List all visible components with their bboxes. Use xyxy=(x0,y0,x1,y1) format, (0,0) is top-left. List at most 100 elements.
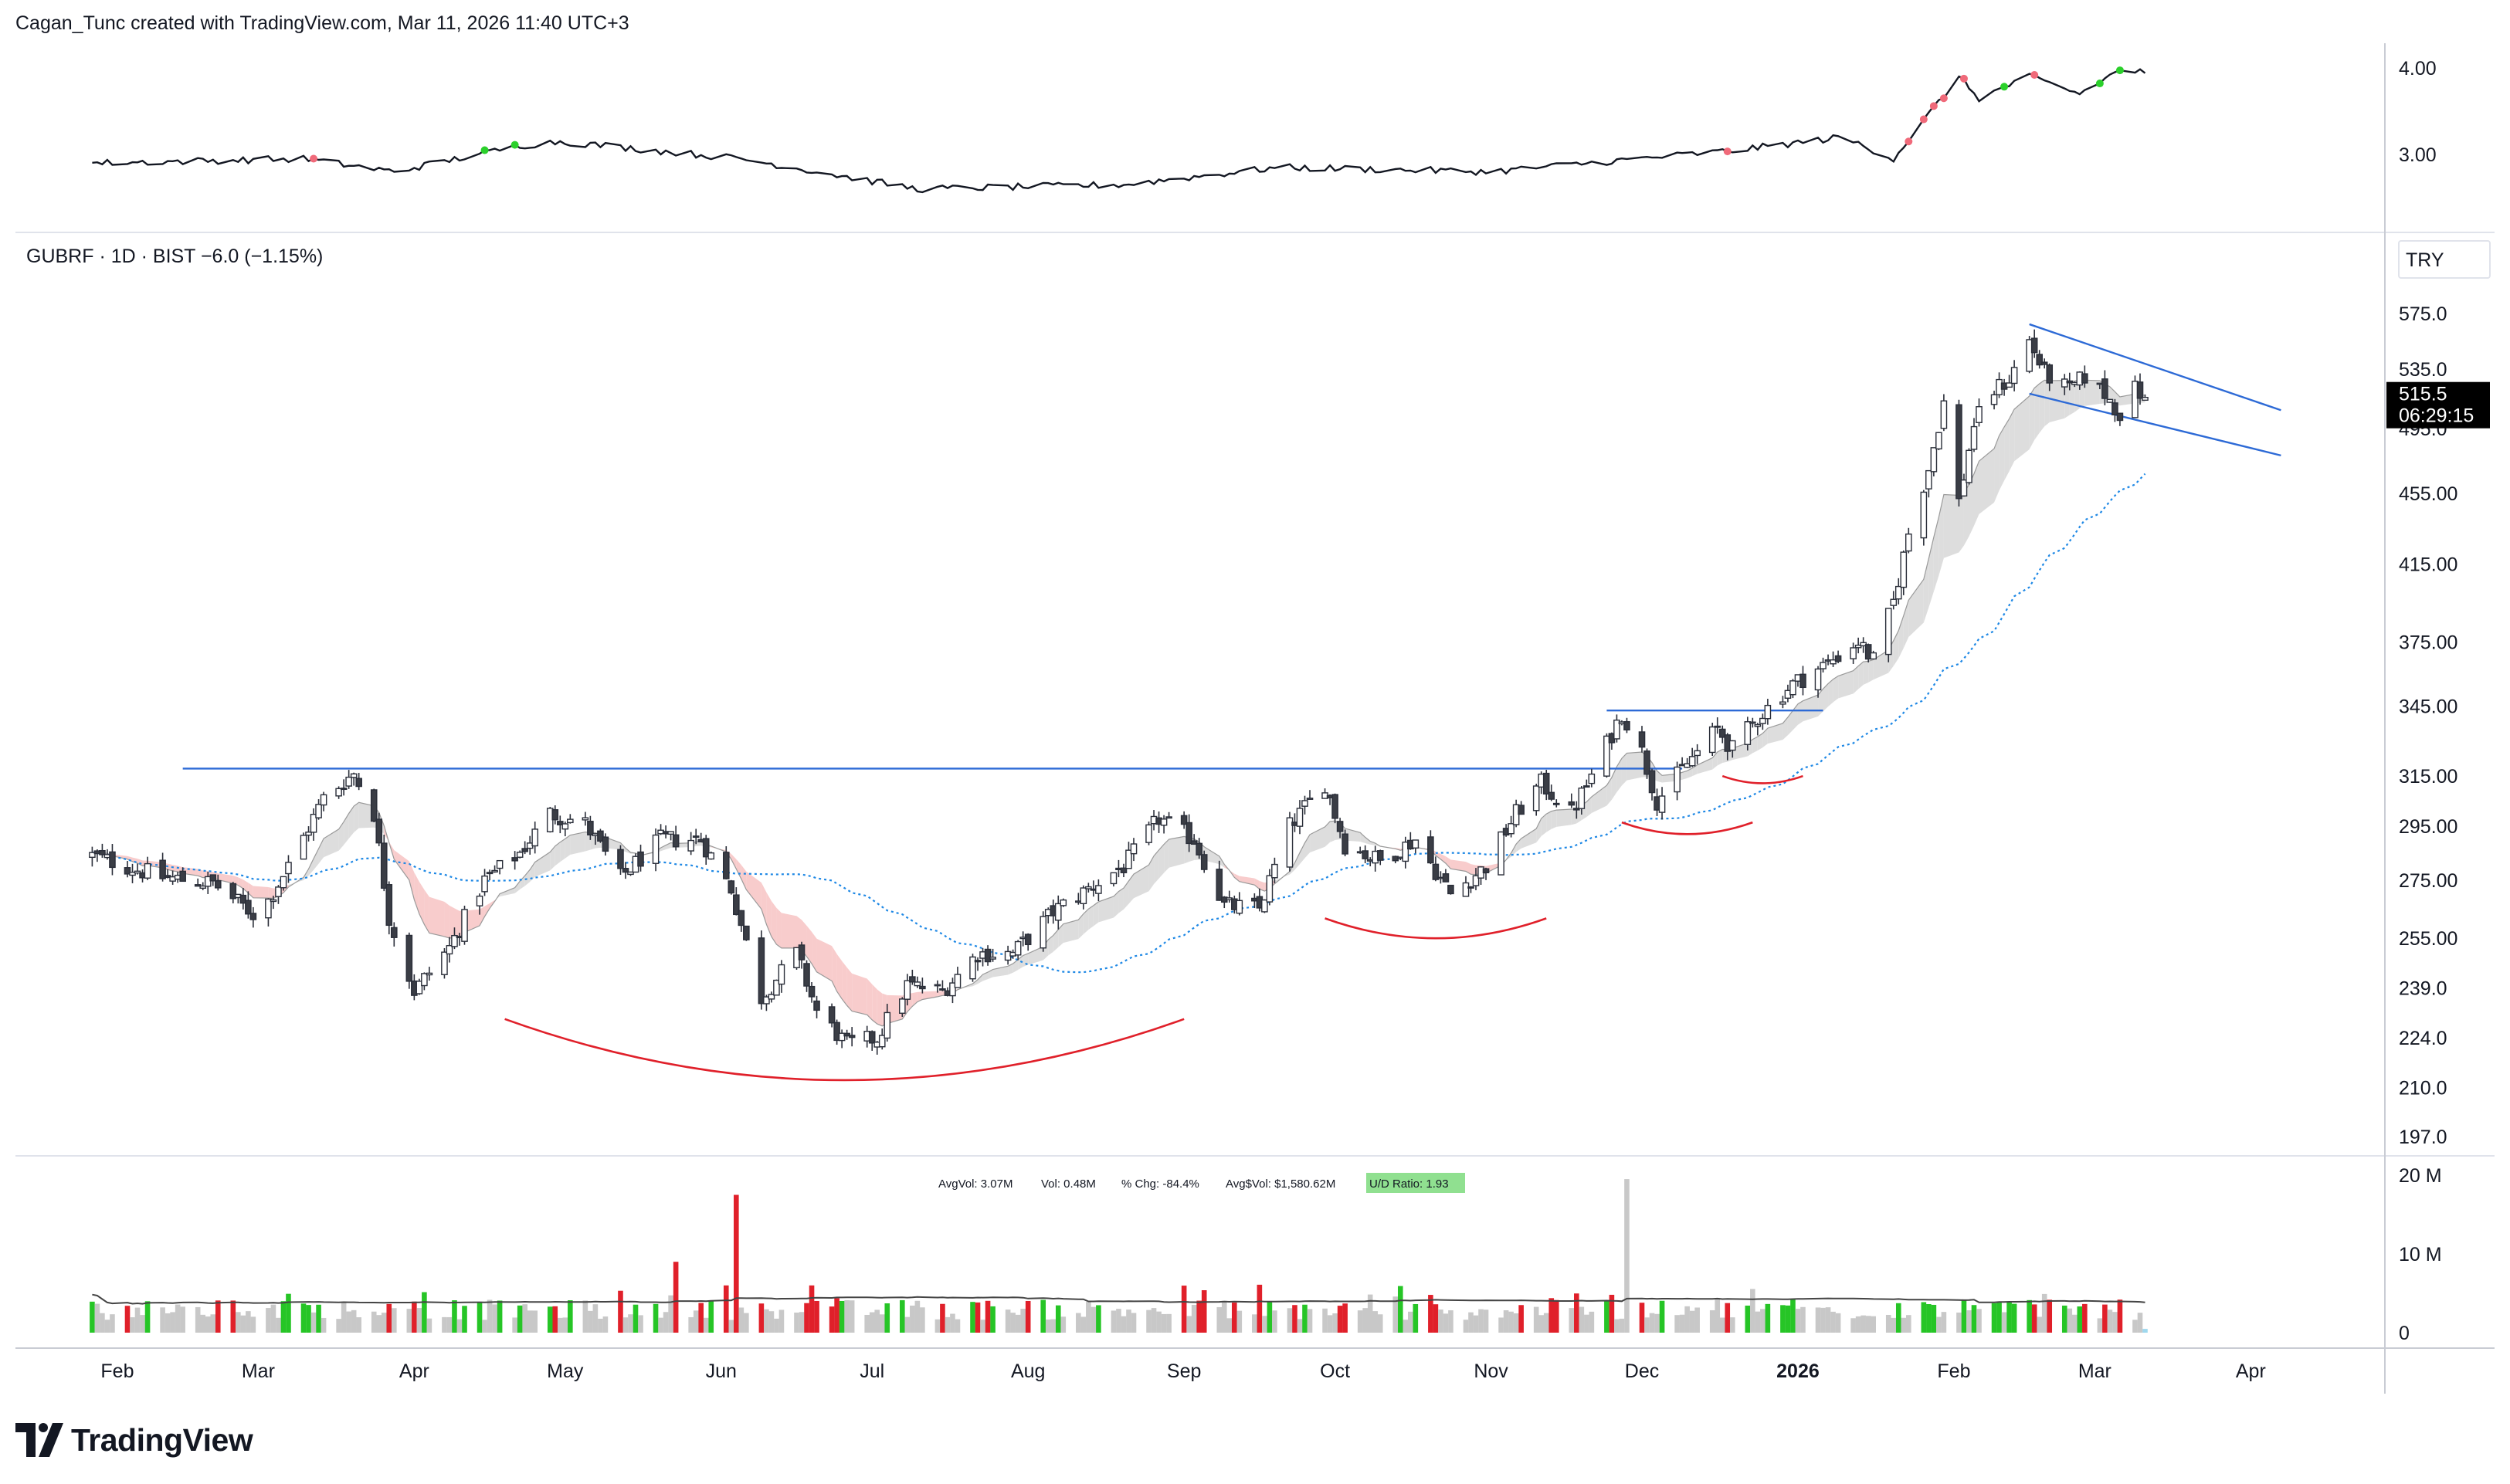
volume-bar xyxy=(844,1299,850,1333)
price-pane[interactable]: GUBRF · 1D · BIST −6.0 (−1.15%) TRY 575.… xyxy=(26,240,2491,1148)
volume-bar xyxy=(1146,1310,1152,1333)
volume-stats: AvgVol: 3.07M Vol: 0.48M % Chg: -84.4% A… xyxy=(938,1173,1465,1193)
volume-bar xyxy=(1513,1313,1519,1333)
rs-pane[interactable]: 4.00 3.00 xyxy=(92,58,2437,194)
candle xyxy=(265,898,272,927)
volume-bar xyxy=(2102,1304,2108,1333)
volume-bar xyxy=(2001,1312,2007,1333)
price-tick-label: 455.00 xyxy=(2399,483,2457,505)
candle xyxy=(99,843,106,858)
candle xyxy=(627,871,634,876)
candle xyxy=(1925,469,1932,498)
volume-bar xyxy=(356,1317,361,1333)
volume-bar xyxy=(130,1317,135,1333)
ma-ribbons xyxy=(92,378,2145,1027)
volume-bar xyxy=(346,1311,351,1333)
volume-bar xyxy=(1473,1315,1479,1333)
volume-bar xyxy=(758,1303,765,1333)
volume-bar xyxy=(1186,1316,1192,1333)
volume-bar xyxy=(794,1313,799,1333)
volume-bar xyxy=(1755,1311,1761,1333)
volume-bar xyxy=(1895,1303,1901,1333)
volume-bar xyxy=(236,1312,241,1333)
candle xyxy=(949,977,956,1004)
volume-bar xyxy=(1750,1289,1755,1333)
trendline-channel_upper[interactable] xyxy=(2029,323,2281,412)
candle xyxy=(904,974,911,1006)
volume-bar xyxy=(1463,1320,1469,1333)
volume-bar xyxy=(1871,1316,1876,1333)
candle xyxy=(1286,811,1294,872)
rs-marker xyxy=(1905,137,1913,146)
candle xyxy=(909,969,916,985)
price-tick-label: 345.00 xyxy=(2399,696,2457,717)
base-arcs[interactable] xyxy=(504,774,1803,1082)
candle xyxy=(229,882,237,903)
volume-bar xyxy=(1478,1309,1484,1333)
candle xyxy=(919,977,926,994)
volume-bar xyxy=(1891,1317,1897,1333)
volume-bar xyxy=(658,1317,663,1333)
candle xyxy=(1970,418,1978,452)
volume-pane[interactable]: AvgVol: 3.07M Vol: 0.48M % Chg: -84.4% A… xyxy=(90,1165,2442,1344)
candle xyxy=(446,937,453,963)
trendlines[interactable] xyxy=(182,323,2281,770)
candle xyxy=(1935,432,1942,451)
volume-bar xyxy=(1327,1315,1333,1333)
volume-bar xyxy=(764,1309,769,1333)
volume-bar xyxy=(1005,1310,1011,1333)
symbol-legend: GUBRF · 1D · BIST −6.0 (−1.15%) xyxy=(26,246,323,267)
volume-bar xyxy=(703,1317,709,1333)
volume-bar xyxy=(270,1304,276,1333)
time-axis[interactable]: Feb Mar Apr May Jun Jul Aug Sep Oct Nov Dec 2026 Feb… xyxy=(100,1360,2265,1382)
candle xyxy=(2081,365,2088,388)
rs-marker xyxy=(1959,74,1968,83)
volume-bar xyxy=(442,1316,447,1333)
volume-bar xyxy=(230,1300,236,1333)
candle xyxy=(461,905,468,945)
candle xyxy=(486,869,494,881)
attribution-text: Cagan_Tunc created with TradingView.com,… xyxy=(15,12,629,34)
volume-bar xyxy=(914,1300,921,1333)
candle xyxy=(1341,829,1348,857)
volume-tick-label: 0 xyxy=(2399,1323,2410,1344)
candle xyxy=(375,812,383,846)
volume-bar xyxy=(884,1303,890,1333)
candle xyxy=(511,851,518,870)
volume-bar xyxy=(371,1311,377,1333)
volume-bar xyxy=(2112,1312,2118,1333)
volume-bar xyxy=(1498,1317,1504,1333)
base-arc-1[interactable] xyxy=(504,1018,1185,1082)
price-axis[interactable]: 575.0535.0495.0455.00415.00375.00345.003… xyxy=(2399,303,2457,1148)
currency-box[interactable] xyxy=(2398,240,2491,279)
candle xyxy=(1573,801,1580,819)
volume-bar xyxy=(814,1300,819,1333)
candle xyxy=(798,941,806,969)
stat-avgdvol: Avg$Vol: $1,580.62M xyxy=(1226,1177,1335,1191)
candle xyxy=(838,1029,846,1049)
volume-bar xyxy=(1408,1311,1413,1333)
candle xyxy=(1301,795,1308,815)
candle xyxy=(1412,839,1420,854)
candle xyxy=(451,927,458,950)
volume-bar xyxy=(1397,1286,1403,1333)
base-arc-4[interactable] xyxy=(1721,774,1803,784)
volume-bar xyxy=(698,1303,704,1333)
base-arc-2[interactable] xyxy=(1325,917,1547,940)
candle xyxy=(416,978,423,995)
volume-bar xyxy=(1976,1309,1982,1333)
volume-bar xyxy=(386,1303,392,1333)
time-tick-label: Aug xyxy=(1011,1360,1045,1382)
candle xyxy=(1623,717,1630,734)
candle xyxy=(878,1028,886,1050)
trendline-channel_lower[interactable] xyxy=(2029,392,2281,457)
volume-bar xyxy=(839,1300,845,1333)
base-arc-3[interactable] xyxy=(1621,821,1753,835)
candle xyxy=(707,851,715,860)
candle xyxy=(385,881,393,935)
candle xyxy=(1442,869,1450,883)
volume-bar xyxy=(341,1303,347,1333)
tradingview-logo[interactable]: TradingView xyxy=(15,1419,253,1461)
volume-bar xyxy=(900,1299,905,1333)
